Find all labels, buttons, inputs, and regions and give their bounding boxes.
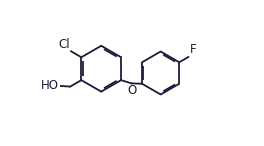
Text: Cl: Cl	[58, 38, 70, 51]
Text: F: F	[189, 43, 196, 56]
Text: HO: HO	[41, 79, 59, 92]
Text: O: O	[127, 84, 136, 97]
